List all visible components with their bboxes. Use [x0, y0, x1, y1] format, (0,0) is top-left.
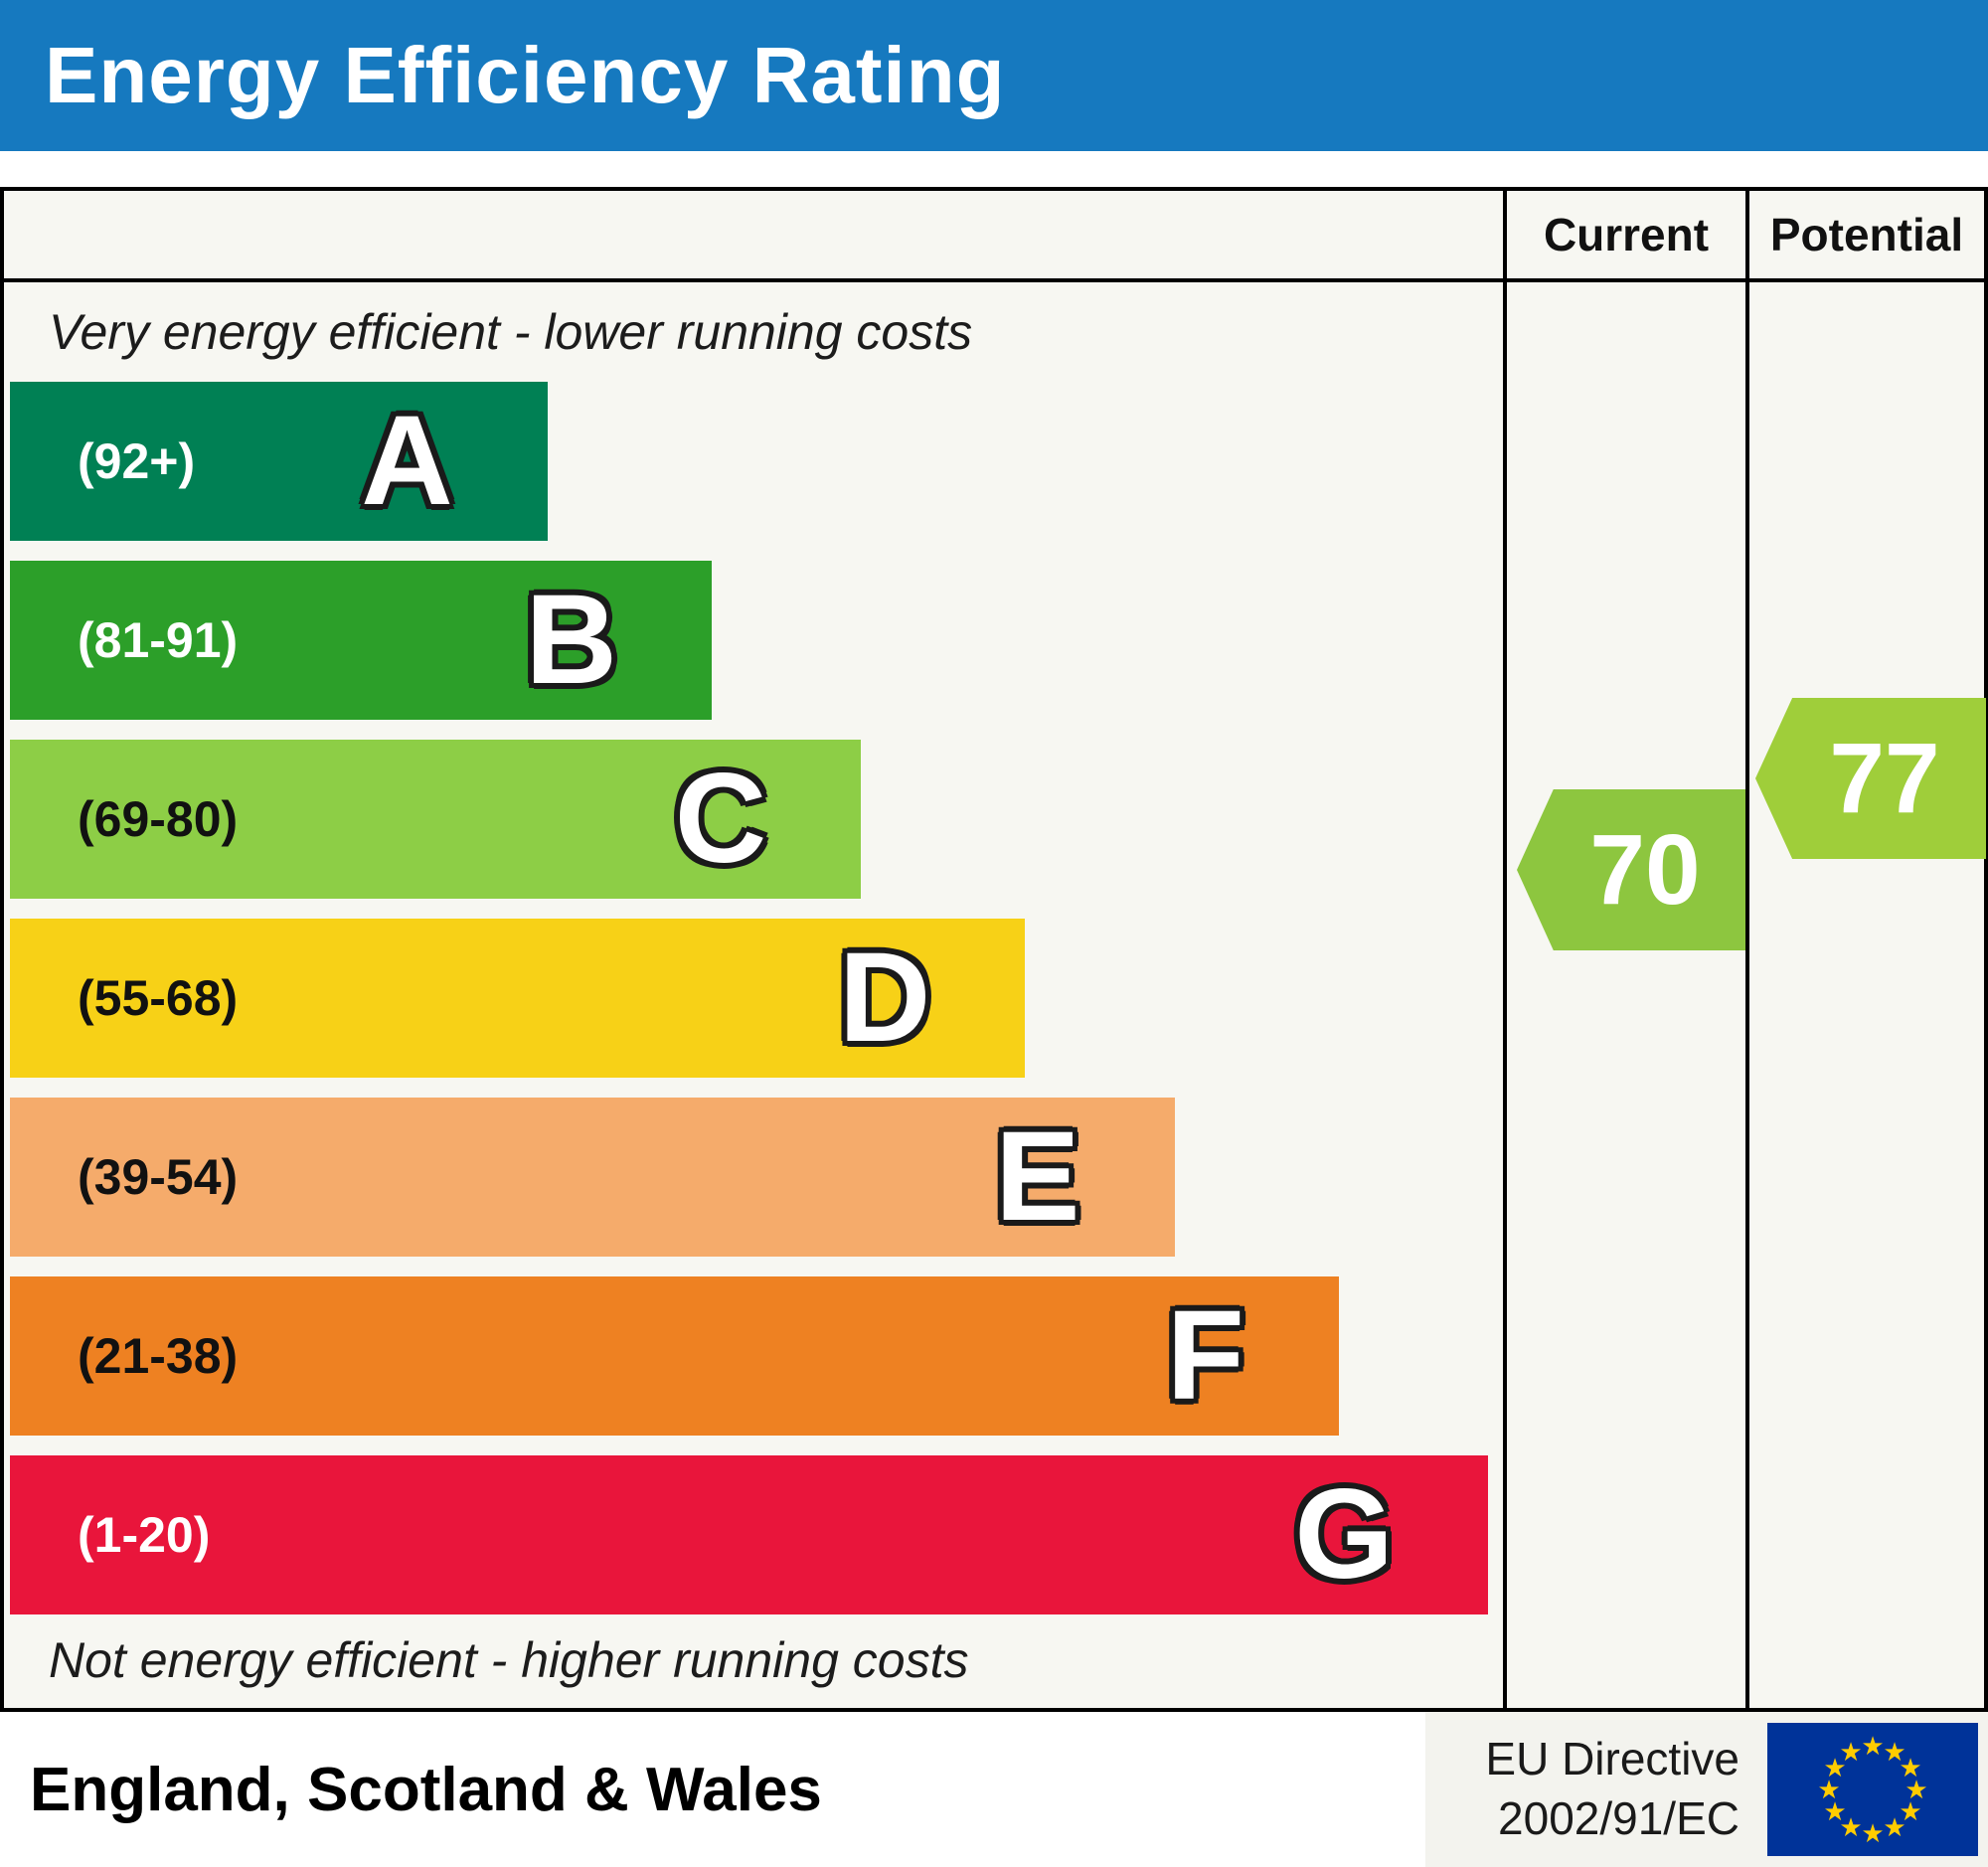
band-letter: E [995, 1105, 1080, 1248]
band-letter: D [838, 927, 931, 1069]
potential-column-label: Potential [1769, 209, 1964, 260]
svg-text:★: ★ [1823, 1754, 1846, 1783]
band-letter: C [674, 748, 767, 890]
potential-rating-value: 77 [1829, 722, 1940, 834]
bands-column: Very energy efficient - lower running co… [4, 282, 1503, 1708]
band-row-E: (39-54) E [10, 1098, 1503, 1257]
svg-text:★: ★ [1899, 1797, 1921, 1827]
eu-directive-line2: 2002/91/EC [1498, 1792, 1740, 1844]
band-letter: B [525, 569, 617, 711]
band-range-label: (55-68) [78, 970, 239, 1026]
band-bar-C: (69-80) C [10, 740, 862, 899]
chart-header-spacer [4, 191, 1503, 282]
svg-text:★: ★ [1899, 1754, 1921, 1783]
band-range-label: (39-54) [78, 1149, 239, 1205]
band-row-D: (55-68) D [10, 919, 1503, 1078]
svg-text:★: ★ [1839, 1813, 1862, 1843]
svg-text:★: ★ [1861, 1732, 1884, 1762]
band-bar-B: (81-91) B [10, 561, 712, 720]
eu-flag-icon: ★ ★ ★ ★ ★ ★ ★ ★ ★ ★ ★ ★ [1767, 1723, 1978, 1856]
svg-text:★: ★ [1905, 1776, 1927, 1805]
current-rating-value: 70 [1589, 813, 1701, 926]
svg-text:★: ★ [1839, 1738, 1862, 1768]
band-row-F: (21-38) F [10, 1276, 1503, 1436]
band-range-label: (21-38) [78, 1328, 239, 1384]
eu-directive-text: EU Directive 2002/91/EC [1485, 1730, 1740, 1849]
rating-chart-box: Current Potential Very energy efficient … [0, 187, 1988, 1712]
band-letter: G [1294, 1463, 1394, 1606]
band-row-G: (1-20) G [10, 1455, 1503, 1614]
band-range-label: (1-20) [78, 1507, 211, 1563]
band-row-A: (92+) A [10, 382, 1503, 541]
footer-right-panel: EU Directive 2002/91/EC ★ ★ ★ ★ ★ ★ ★ ★ … [1425, 1712, 1988, 1867]
current-column-header: Current [1503, 191, 1745, 282]
eu-directive-line1: EU Directive [1485, 1733, 1740, 1785]
potential-column: 77 [1745, 282, 1986, 1708]
band-bar-F: (21-38) F [10, 1276, 1339, 1436]
band-range-label: (69-80) [78, 791, 239, 847]
region-label: England, Scotland & Wales [30, 1755, 822, 1824]
bottom-note: Not energy efficient - higher running co… [49, 1632, 969, 1688]
band-row-B: (81-91) B [10, 561, 1503, 720]
svg-text:★: ★ [1861, 1819, 1884, 1849]
page-title: Energy Efficiency Rating [45, 31, 1006, 119]
band-bar-G: (1-20) G [10, 1455, 1488, 1614]
band-letter: A [361, 390, 453, 532]
current-column-label: Current [1543, 209, 1710, 260]
band-range-label: (92+) [78, 433, 196, 489]
svg-text:★: ★ [1883, 1738, 1905, 1768]
svg-text:★: ★ [1817, 1776, 1840, 1805]
band-bar-A: (92+) A [10, 382, 548, 541]
band-bar-E: (39-54) E [10, 1098, 1175, 1257]
bands: (92+) A (81-91) B (69-80) C (55-68) D (39-54) E (2… [10, 382, 1503, 1614]
band-range-label: (81-91) [78, 612, 239, 668]
band-letter: F [1166, 1284, 1244, 1427]
band-row-C: (69-80) C [10, 740, 1503, 899]
footer: England, Scotland & Wales EU Directive 2… [0, 1712, 1988, 1867]
svg-text:★: ★ [1883, 1813, 1905, 1843]
band-bar-D: (55-68) D [10, 919, 1026, 1078]
potential-column-header: Potential [1745, 191, 1984, 282]
potential-rating-arrow: 77 [1755, 698, 1986, 859]
svg-text:★: ★ [1823, 1797, 1846, 1827]
current-rating-arrow: 70 [1517, 789, 1745, 950]
top-note: Very energy efficient - lower running co… [49, 304, 973, 360]
current-column: 70 [1503, 282, 1745, 1708]
title-bar: Energy Efficiency Rating [0, 0, 1988, 151]
